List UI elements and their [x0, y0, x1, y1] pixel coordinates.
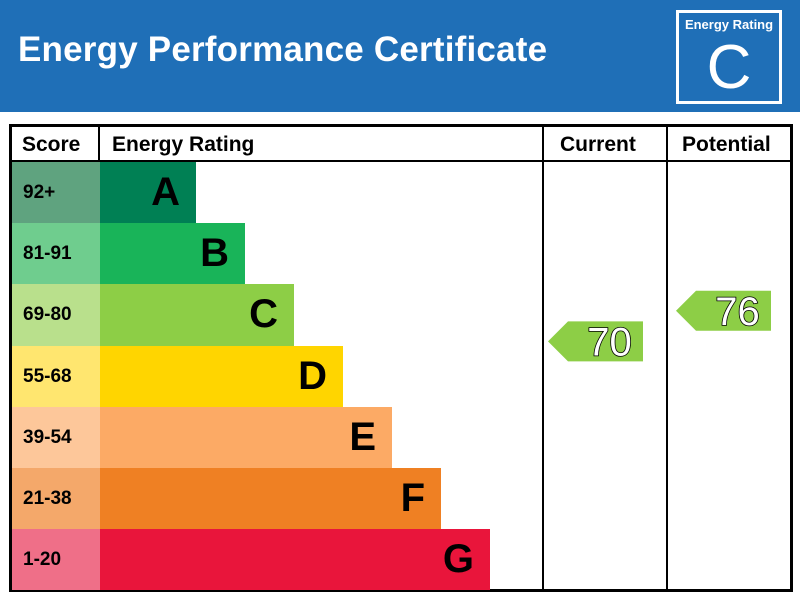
rating-letter-a: A [151, 170, 180, 214]
rating-arrows: 70 76 [548, 289, 771, 365]
current-column-divider [542, 127, 544, 589]
energy-rating-badge: Energy Rating C [676, 10, 782, 104]
potential-column-divider [666, 127, 668, 589]
rating-bar-a: A [100, 162, 196, 224]
rating-letter-g: G [442, 537, 474, 582]
energy-rating-badge-label: Energy Rating [684, 17, 774, 32]
score-range-f: 21-38 [12, 468, 100, 530]
rating-bar-g: G [100, 529, 490, 591]
energy-rating-table: Score Energy Rating Current Potential 92… [9, 124, 793, 592]
current-rating-arrow-shape [548, 321, 643, 362]
rating-letter-d: D [298, 353, 327, 398]
rating-bar-b: B [100, 223, 245, 285]
rating-bar-f: F [100, 468, 441, 530]
potential-column-header: Potential [682, 133, 771, 156]
rating-bar-d: D [100, 345, 343, 407]
current-column-header: Current [560, 133, 636, 156]
score-range-e: 39-54 [12, 406, 100, 468]
rating-bar-c: C [100, 284, 294, 346]
rating-letter-f: F [400, 476, 425, 520]
rating-letter-b: B [200, 231, 229, 276]
header-banner: Energy Performance Certificate Energy Ra… [0, 0, 800, 112]
header-divider [12, 160, 790, 162]
score-range-b: 81-91 [12, 223, 100, 285]
score-range-c: 69-80 [12, 284, 100, 346]
current-rating-arrow: 70 [548, 320, 643, 365]
potential-rating-arrow: 76 [676, 289, 771, 335]
score-range-a: 92+ [12, 162, 100, 224]
rating-bar-e: E [100, 406, 392, 468]
potential-rating-arrow-value: 76 [715, 290, 760, 334]
energy-rating-column-header: Energy Rating [112, 133, 255, 156]
rating-letter-c: C [249, 292, 278, 337]
score-range-g: 1-20 [12, 529, 100, 591]
energy-rating-badge-letter: C [706, 33, 752, 102]
current-rating-arrow-value: 70 [587, 320, 632, 364]
potential-rating-arrow-shape [676, 290, 771, 331]
rating-letter-e: E [349, 414, 376, 459]
score-range-d: 55-68 [12, 345, 100, 407]
score-column-header: Score [22, 133, 81, 156]
page-title: Energy Performance Certificate [18, 30, 548, 69]
